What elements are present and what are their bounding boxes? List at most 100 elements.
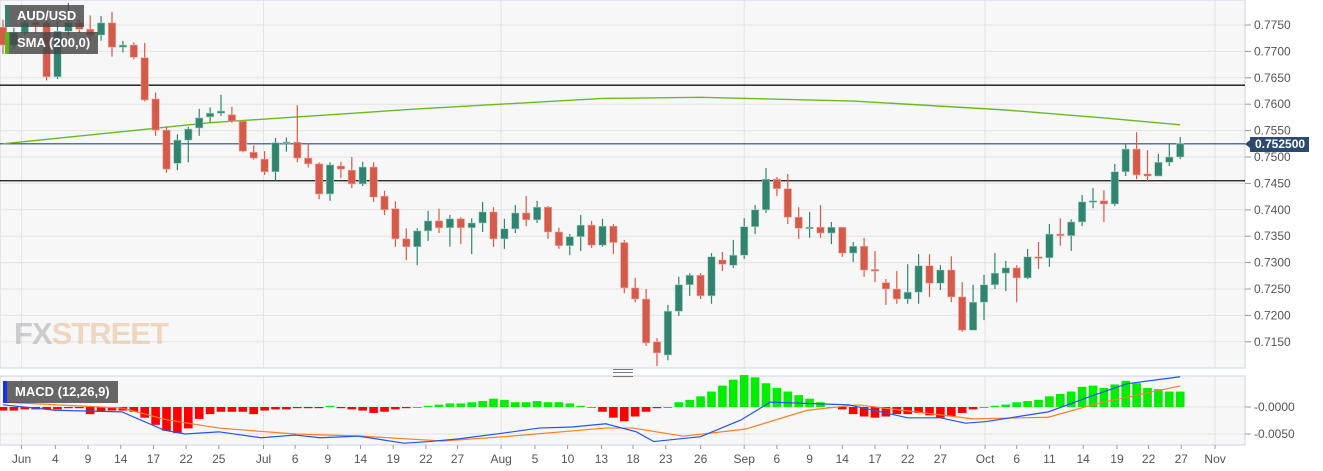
- candle: [1045, 224, 1054, 267]
- histogram-bar-positive: [707, 391, 716, 407]
- candle-body-down: [162, 129, 171, 170]
- candle: [424, 210, 433, 241]
- candle: [500, 218, 509, 249]
- candle-body-up: [97, 22, 106, 36]
- histogram-bar-negative: [336, 407, 346, 409]
- candle: [609, 224, 618, 255]
- histogram-bar-negative: [620, 407, 629, 422]
- histogram-bar-negative: [42, 407, 51, 410]
- price-tick-label: 0.7550: [1254, 124, 1291, 138]
- candle: [271, 137, 280, 181]
- sma-legend[interactable]: SMA (200,0): [5, 32, 99, 54]
- candle-body-up: [990, 272, 999, 286]
- histogram-bar-positive: [543, 402, 553, 407]
- candle: [217, 94, 226, 116]
- candle-body-down: [1012, 267, 1021, 279]
- candle: [642, 289, 651, 347]
- price-axis[interactable]: 0.7750 0.7700 0.7650 0.7600 0.7550 0.7500 0.74…: [1245, 18, 1295, 441]
- horizontal-levels: [0, 84, 1245, 182]
- watermark-fx: FX: [14, 316, 53, 351]
- macd-color-marker: [3, 381, 7, 403]
- candle-body-up: [271, 142, 280, 173]
- candle-body-up: [53, 31, 62, 78]
- histogram-bar-positive: [1099, 387, 1109, 407]
- candle: [892, 271, 901, 304]
- panel-resize-handle[interactable]: [613, 369, 633, 377]
- candle: [761, 168, 770, 213]
- candle: [979, 274, 988, 321]
- histogram-bar-negative: [227, 407, 237, 412]
- histogram-bar-negative: [129, 407, 139, 412]
- candle: [1165, 143, 1174, 166]
- candle-body-up: [195, 117, 204, 129]
- candle-body-down: [456, 218, 465, 229]
- candle-body-down: [958, 296, 967, 331]
- candle-body-down: [881, 282, 890, 290]
- histogram-bar-positive: [1077, 386, 1087, 407]
- candle: [674, 276, 683, 316]
- histogram-bar-negative: [303, 407, 313, 409]
- candle: [1132, 132, 1141, 180]
- histogram-bar-negative: [162, 407, 171, 431]
- candle: [860, 237, 869, 277]
- candle-body-down: [108, 22, 117, 48]
- date-tick-label: 23: [659, 452, 673, 466]
- current-price-value: 0.752500: [1255, 137, 1306, 151]
- date-tick-label: 6: [292, 452, 299, 466]
- date-tick-label: 19: [387, 452, 401, 466]
- candle: [587, 220, 596, 248]
- date-tick-label: 11: [1043, 452, 1056, 466]
- candle: [794, 207, 803, 239]
- date-tick-label: 6: [1013, 452, 1020, 466]
- date-axis[interactable]: Jun 4 9 14 17 22 25 Jul 6 9 14 19 22 27 Aug 5 10 13 18 23 26…: [12, 445, 1226, 466]
- histogram-bar-positive: [478, 401, 487, 407]
- date-tick-label: 27: [934, 452, 948, 466]
- date-tick-label: 14: [354, 452, 368, 466]
- histogram-bar-negative: [249, 407, 258, 415]
- candle-body-up: [413, 230, 422, 248]
- histogram-bar-positive: [1165, 391, 1174, 407]
- candle-body-up: [903, 291, 912, 300]
- candle: [696, 273, 705, 300]
- candle-body-up: [325, 164, 334, 195]
- candle: [402, 228, 411, 260]
- symbol-legend[interactable]: AUD/USD: [5, 5, 85, 27]
- histogram-bar-positive: [1175, 391, 1185, 407]
- candle-body-down: [151, 98, 160, 131]
- candle: [369, 162, 378, 202]
- histogram-bar-negative: [75, 407, 84, 409]
- candle: [663, 304, 672, 361]
- histogram-bar-negative: [652, 407, 662, 409]
- candle: [958, 282, 967, 332]
- candle: [925, 254, 934, 297]
- candle: [783, 173, 792, 225]
- candle: [881, 278, 890, 305]
- histogram-bar-positive: [685, 399, 694, 407]
- histogram-bar-positive: [445, 403, 455, 407]
- candle-body-up: [500, 228, 509, 240]
- candle: [740, 218, 749, 259]
- candle: [249, 145, 258, 160]
- histogram-bar-negative: [609, 407, 618, 418]
- candle: [456, 217, 465, 245]
- candle: [827, 221, 836, 245]
- candle-body-up: [467, 222, 476, 229]
- candle-body-up: [565, 236, 574, 247]
- candle-body-down: [315, 163, 324, 195]
- histogram-bar-negative: [402, 407, 411, 409]
- candle-body-down: [870, 269, 879, 272]
- main-plot-background: [0, 0, 1246, 369]
- candle: [990, 253, 999, 289]
- histogram-bar-negative: [293, 407, 302, 409]
- candle-body-down: [391, 208, 400, 240]
- candle: [805, 211, 814, 238]
- macd-legend[interactable]: MACD (12,26,9): [3, 381, 118, 403]
- histogram-bar-negative: [184, 407, 193, 429]
- candle: [729, 239, 738, 268]
- price-tick-label: 0.7150: [1254, 335, 1291, 349]
- candle-body-up: [424, 220, 433, 232]
- histogram-bar-negative: [271, 407, 280, 410]
- candle-body-down: [249, 151, 258, 159]
- candle-body-up: [914, 265, 923, 293]
